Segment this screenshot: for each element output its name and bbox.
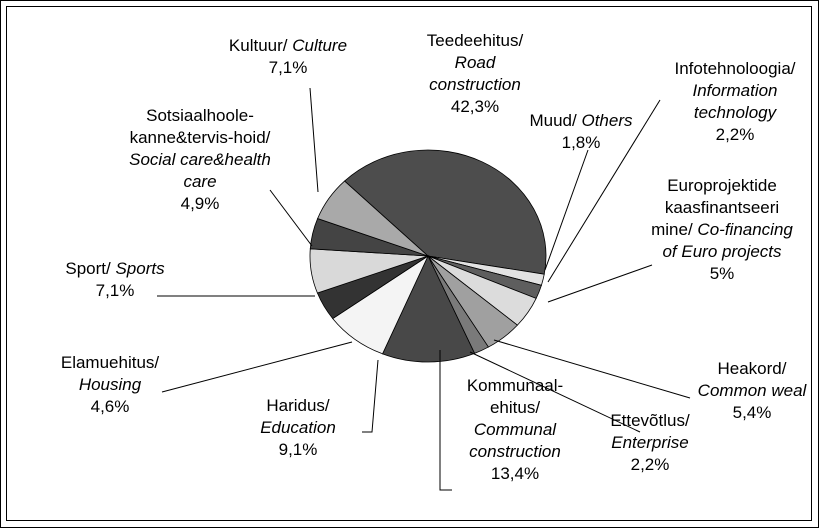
label-en: Others: [581, 111, 633, 130]
label-en: Common weal: [697, 381, 807, 400]
slice-label: Kommunaal-ehitus/ Communal construction 1…: [450, 375, 580, 485]
value-label: 7,1%: [95, 281, 135, 300]
slice-label: Infotehnoloogia/ Information technology 2…: [660, 58, 810, 146]
slice-label: Muud/ Others 1,8%: [506, 110, 656, 154]
label-en: Communal construction: [469, 420, 561, 461]
leader-line: [161, 341, 353, 393]
value-label: 13,4%: [490, 464, 540, 483]
label-et: Teedeehitus/: [426, 31, 524, 50]
label-et: Haridus/: [266, 396, 330, 415]
pie-slice: [382, 255, 476, 363]
label-et: Ettevõtlus/: [610, 411, 690, 430]
label-en: Sports: [115, 259, 165, 278]
value-label: 4,9%: [180, 194, 220, 213]
leader-line: [269, 189, 313, 247]
label-et: Sport/: [65, 259, 111, 278]
slice-label: Europrojektide kaasfinantseeri mine/ Co-…: [647, 175, 797, 285]
label-en: Education: [260, 418, 336, 437]
label-et: Muud/: [529, 111, 577, 130]
value-label: 2,2%: [630, 455, 670, 474]
leader-line: [309, 87, 319, 193]
value-label: 5,4%: [732, 403, 772, 422]
label-en: Social care&health care: [129, 150, 271, 191]
label-et: Heakord/: [717, 359, 787, 378]
slice-label: Sotsiaalhoole-kanne&tervis-hoid/ Social …: [125, 105, 275, 215]
label-et: Sotsiaalhoole-kanne&tervis-hoid/: [129, 106, 271, 147]
label-en: Road construction: [429, 53, 521, 94]
slice-label: Elamuehitus/ Housing 4,6%: [45, 352, 175, 418]
label-et: Kultuur/: [228, 36, 288, 55]
leader-line: [493, 339, 691, 399]
slice-label: Haridus/ Education 9,1%: [243, 395, 353, 461]
slice-label: Sport/ Sports 7,1%: [60, 258, 170, 302]
label-en: Co-financing of Euro projects: [662, 220, 793, 261]
label-et: Kommunaal-ehitus/: [466, 376, 564, 417]
value-label: 1,8%: [561, 133, 601, 152]
leader-line: [544, 149, 589, 271]
value-label: 4,6%: [90, 397, 130, 416]
slice-label: Teedeehitus/ Road construction 42,3%: [410, 30, 540, 118]
leader-line: [547, 264, 653, 303]
value-label: 42,3%: [450, 97, 500, 116]
leader-line: [439, 350, 452, 491]
label-en: Information technology: [692, 81, 778, 122]
value-label: 5%: [709, 264, 735, 283]
leader-line: [469, 351, 641, 433]
leader-line: [547, 99, 661, 283]
pie-slice: [343, 149, 547, 275]
value-label: 7,1%: [268, 58, 308, 77]
value-label: 2,2%: [715, 125, 755, 144]
leader-line: [362, 359, 379, 433]
label-en: Housing: [78, 375, 142, 394]
label-et: Infotehnoloogia/: [674, 59, 796, 78]
plot-border: [6, 6, 812, 521]
slice-label: Kultuur/ Culture 7,1%: [198, 35, 378, 79]
label-et: Europrojektide kaasfinantseeri mine/: [651, 176, 780, 239]
label-en: Enterprise: [611, 433, 689, 452]
slice-label: Heakord/ Common weal 5,4%: [687, 358, 817, 424]
value-label: 9,1%: [278, 440, 318, 459]
pie-slice: [317, 180, 429, 257]
slice-label: Ettevõtlus/ Enterprise 2,2%: [595, 410, 705, 476]
label-en: Culture: [292, 36, 348, 55]
label-et: Elamuehitus/: [60, 353, 160, 372]
